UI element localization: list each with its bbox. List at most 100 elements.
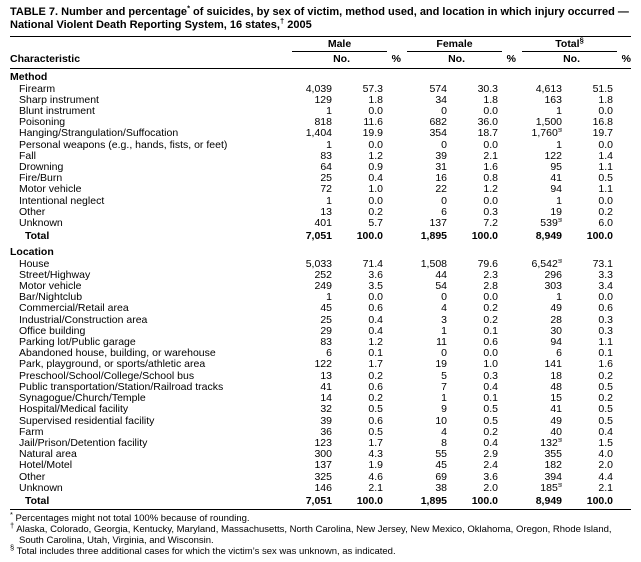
section-header-row: Method bbox=[10, 69, 631, 84]
col-group-male: Male bbox=[286, 37, 401, 53]
cell-value: 0.1 bbox=[483, 393, 498, 405]
cell-value: 1.8 bbox=[368, 94, 383, 106]
cell-value: 1 bbox=[556, 195, 562, 207]
cell-value: 16.8 bbox=[592, 117, 614, 129]
cell-value: 0 bbox=[441, 139, 447, 151]
cell-value: 0.0 bbox=[598, 292, 614, 304]
row-label: Other bbox=[19, 206, 46, 218]
data-row: Commercial/Retail area 45 0.6 4 0.2 49 0.6 bbox=[10, 303, 631, 314]
col-group-male-label: Male bbox=[292, 38, 387, 53]
cell-value: 3.6 bbox=[368, 269, 383, 281]
cell-value: 0.0 bbox=[483, 139, 498, 151]
cell-value: 122 bbox=[314, 359, 332, 371]
cell-value: 1.0 bbox=[368, 184, 383, 196]
data-row: Jail/Prison/Detention facility 123 1.7 8 0.4… bbox=[10, 438, 631, 449]
data-row: Blunt instrument 1 0.0 0 0.0 1 0.0 bbox=[10, 106, 631, 117]
cell-value: 1.0 bbox=[483, 359, 498, 371]
cell-value: 41 bbox=[550, 404, 562, 416]
footnote: * Percentages might not total 100% becau… bbox=[10, 509, 250, 525]
data-row: House 5,033 71.4 1,508 79.6 6,542§ 73.1 bbox=[10, 259, 631, 270]
cell-value: 3.6 bbox=[483, 471, 498, 483]
cell-value: 0.6 bbox=[368, 381, 383, 393]
cell-value: 25 bbox=[320, 314, 332, 326]
cell-value: 0.4 bbox=[368, 325, 383, 337]
data-row: Unknown 146 2.1 38 2.0 185§ 2.1 bbox=[10, 483, 631, 494]
data-row: Unknown 401 5.7 137 7.2 539§ 6.0 bbox=[10, 218, 631, 229]
data-row: Fire/Burn 25 0.4 16 0.8 41 0.5 bbox=[10, 173, 631, 184]
row-label: Motor vehicle bbox=[19, 184, 82, 196]
cell-value: 19.9 bbox=[362, 128, 383, 140]
cell-value: 13 bbox=[320, 206, 332, 218]
cell-value: 1,760§ bbox=[531, 128, 562, 140]
cell-value: 300 bbox=[314, 449, 332, 461]
total-row: Total 7,051 100.0 1,895 100.0 8,949 100.0 bbox=[10, 229, 631, 244]
col-header-female-pct: % bbox=[465, 52, 516, 70]
cell-value: 8,949 bbox=[535, 230, 562, 243]
data-row: Hospital/Medical facility 32 0.5 9 0.5 41 0.5 bbox=[10, 404, 631, 415]
cell-value: 19 bbox=[550, 206, 562, 218]
row-label: Firearm bbox=[19, 83, 56, 95]
cell-value: 30.3 bbox=[477, 83, 498, 95]
col-header-male-no: No. bbox=[286, 52, 350, 70]
section-header: Method bbox=[10, 71, 48, 84]
cell-value: 1.7 bbox=[368, 437, 383, 449]
row-label: Hanging/Strangulation/Suffocation bbox=[19, 128, 179, 140]
cell-value: 355 bbox=[544, 449, 562, 461]
table-title: TABLE 7. Number and percentage* of suici… bbox=[10, 3, 629, 31]
cell-value: 6 bbox=[556, 348, 562, 360]
data-row: Street/Highway 252 3.6 44 2.3 296 3.3 bbox=[10, 270, 631, 281]
cell-value: 95 bbox=[550, 162, 562, 174]
cell-value: 100.0 bbox=[586, 494, 614, 507]
cell-value: 22 bbox=[435, 184, 447, 196]
footnote: § Total includes three additional cases … bbox=[10, 542, 396, 558]
row-label: Commercial/Retail area bbox=[19, 303, 129, 315]
cell-value: 1.5 bbox=[598, 437, 614, 449]
cell-value: 1,500 bbox=[535, 117, 562, 129]
cell-value: 0.5 bbox=[368, 404, 383, 416]
col-group-total-label: Total§ bbox=[522, 37, 618, 53]
cell-value: 25 bbox=[320, 173, 332, 185]
cell-value: 5,033 bbox=[305, 258, 332, 270]
col-header-total-pct: % bbox=[580, 52, 632, 70]
cell-value: 0.0 bbox=[598, 106, 614, 118]
footnote: † Alaska, Colorado, Georgia, Kentucky, M… bbox=[10, 520, 612, 547]
cell-value: 8,949 bbox=[535, 494, 562, 507]
row-label: Hotel/Motel bbox=[19, 460, 73, 472]
cell-value: 71.4 bbox=[362, 258, 383, 270]
cell-value: 44 bbox=[435, 269, 447, 281]
cell-value: 5.7 bbox=[368, 218, 383, 230]
cell-value: 9 bbox=[441, 404, 447, 416]
total-row: Total 7,051 100.0 1,895 100.0 8,949 100.0 bbox=[10, 494, 631, 510]
cell-value: 1 bbox=[441, 325, 447, 337]
cell-value: 1.9 bbox=[368, 460, 383, 472]
cell-value: 0.4 bbox=[368, 173, 383, 185]
cell-value: 45 bbox=[320, 303, 332, 315]
col-header-female-no: No. bbox=[401, 52, 465, 70]
cell-value: 4.0 bbox=[598, 449, 614, 461]
cell-value: 0.6 bbox=[368, 415, 383, 427]
row-label: Poisoning bbox=[19, 117, 66, 129]
cell-value: 45 bbox=[435, 460, 447, 472]
cell-value: 0.1 bbox=[598, 348, 614, 360]
cell-value: 182 bbox=[544, 460, 562, 472]
cell-value: 296 bbox=[544, 269, 562, 281]
cell-value: 19 bbox=[435, 359, 447, 371]
cell-value: 28 bbox=[550, 314, 562, 326]
data-row: Personal weapons (e.g., hands, fists, or… bbox=[10, 140, 631, 151]
data-row: Sharp instrument 129 1.8 34 1.8 163 1.8 bbox=[10, 95, 631, 106]
cell-value: 2.3 bbox=[483, 269, 498, 281]
data-row: Abandoned house, building, or warehouse 6… bbox=[10, 348, 631, 359]
data-row: Natural area 300 4.3 55 2.9 355 4.0 bbox=[10, 449, 631, 460]
cell-value: 141 bbox=[544, 359, 562, 371]
cell-value: 249 bbox=[314, 281, 332, 293]
cell-value: 7,051 bbox=[305, 494, 332, 507]
cell-value: 539§ bbox=[540, 218, 562, 230]
cell-value: 0.5 bbox=[483, 415, 498, 427]
data-row: Motor vehicle 72 1.0 22 1.2 94 1.1 bbox=[10, 184, 631, 195]
cell-value: 1,404 bbox=[305, 128, 332, 140]
row-label: House bbox=[19, 258, 50, 270]
cell-value: 4,613 bbox=[535, 83, 562, 95]
cell-value: 3.3 bbox=[598, 269, 614, 281]
cell-value: 185§ bbox=[540, 482, 562, 494]
cell-value: 0.5 bbox=[598, 381, 614, 393]
